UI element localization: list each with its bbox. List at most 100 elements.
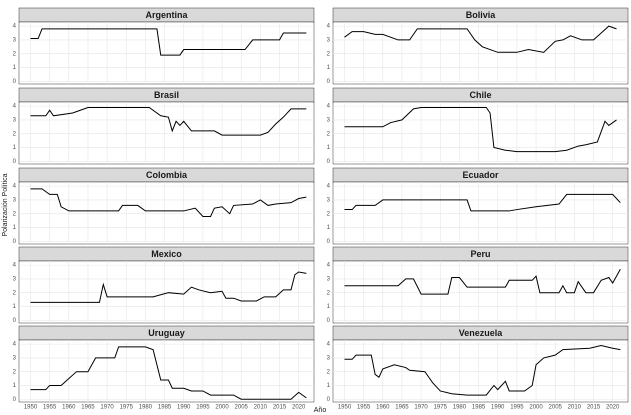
x-tick-label: 1990 [491,405,505,411]
x-tick-label: 1995 [510,405,524,411]
y-tick-label: 4 [13,104,17,110]
x-tick-label: 1995 [196,405,210,411]
x-tick-label: 1970 [414,405,428,411]
y-tick-label: 1 [13,225,17,231]
x-tick-label: 2020 [606,405,620,411]
x-tick-label: 1950 [338,405,352,411]
y-tick-label: 4 [13,184,17,190]
x-tick-label: 2015 [587,405,601,411]
x-tick-label: 2000 [215,405,229,411]
x-tick-label: 1960 [376,405,390,411]
y-tick-label: 0 [13,79,17,85]
panel [332,339,629,403]
series-line [344,193,621,212]
x-tick-label: 1980 [139,405,153,411]
x-tick-label: 1985 [158,405,172,411]
series-line [30,28,307,56]
series-line [30,188,307,217]
y-tick-label: 0 [327,79,331,85]
x-tick-label: 1975 [434,405,448,411]
x-tick-label: 2010 [568,405,582,411]
y-tick-label: 0 [13,397,17,403]
y-tick-label: 3 [327,197,331,203]
y-tick-label: 3 [13,355,17,361]
y-tick-label: 1 [13,383,17,389]
y-tick-label: 4 [13,24,17,30]
panel [18,101,315,165]
y-tick-label: 1 [327,65,331,71]
y-tick-label: 0 [327,318,331,324]
strip-title: Chile [469,90,491,100]
series-line [344,344,621,396]
x-tick-label: 1955 [43,405,57,411]
strip-title: Venezuela [459,328,504,338]
y-tick-label: 1 [327,383,331,389]
panel [18,260,315,324]
y-tick-label: 2 [327,369,331,375]
panel [332,21,629,85]
y-tick-label: 0 [13,239,17,245]
y-tick-label: 4 [13,342,17,348]
y-tick-label: 4 [327,342,331,348]
y-tick-label: 2 [13,131,17,137]
strip-title: Mexico [151,249,182,259]
x-tick-label: 2005 [549,405,563,411]
y-tick-label: 2 [327,290,331,296]
panel [332,181,629,245]
x-tick-label: 1955 [357,405,371,411]
y-tick-label: 1 [13,304,17,310]
x-tick-label: 1985 [472,405,486,411]
y-tick-label: 4 [327,104,331,110]
y-tick-label: 0 [13,318,17,324]
x-tick-label: 2020 [292,405,306,411]
panel [332,260,629,324]
y-tick-label: 2 [13,211,17,217]
y-tick-label: 1 [327,304,331,310]
y-tick-label: 2 [327,131,331,137]
strip-title: Argentina [145,10,188,20]
x-tick-label: 1975 [120,405,134,411]
x-tick-label: 1990 [177,405,191,411]
y-tick-label: 3 [13,37,17,43]
strip-title: Bolivia [466,10,497,20]
y-tick-label: 1 [13,145,17,151]
y-tick-label: 2 [327,51,331,57]
x-tick-label: 1970 [100,405,114,411]
y-tick-label: 1 [327,145,331,151]
y-tick-label: 3 [13,197,17,203]
x-tick-label: 2005 [235,405,249,411]
y-tick-label: 0 [327,239,331,245]
series-line [344,269,621,295]
x-tick-label: 1965 [395,405,409,411]
y-tick-label: 4 [327,263,331,269]
y-tick-label: 2 [13,51,17,57]
y-tick-label: 0 [327,159,331,165]
y-tick-label: 0 [13,159,17,165]
x-tick-label: 2000 [529,405,543,411]
y-tick-label: 3 [13,276,17,282]
strip-title: Uruguay [148,328,185,338]
panel [18,339,315,403]
series-line [30,271,307,303]
y-tick-label: 4 [13,263,17,269]
y-tick-label: 2 [13,290,17,296]
y-tick-label: 1 [13,65,17,71]
panel [332,101,629,165]
y-tick-label: 3 [327,276,331,282]
series-line [30,346,307,400]
strip-title: Colombia [146,170,188,180]
panel [18,181,315,245]
y-axis-title: Polarización Política [2,173,9,236]
x-tick-label: 2010 [254,405,268,411]
y-tick-label: 3 [327,37,331,43]
panel [18,21,315,85]
x-tick-label: 1980 [453,405,467,411]
y-tick-label: 2 [327,211,331,217]
x-tick-label: 1950 [24,405,38,411]
y-tick-label: 3 [13,117,17,123]
series-line [344,25,617,53]
y-tick-label: 2 [13,369,17,375]
x-tick-label: 1960 [62,405,76,411]
x-tick-label: 1965 [81,405,95,411]
